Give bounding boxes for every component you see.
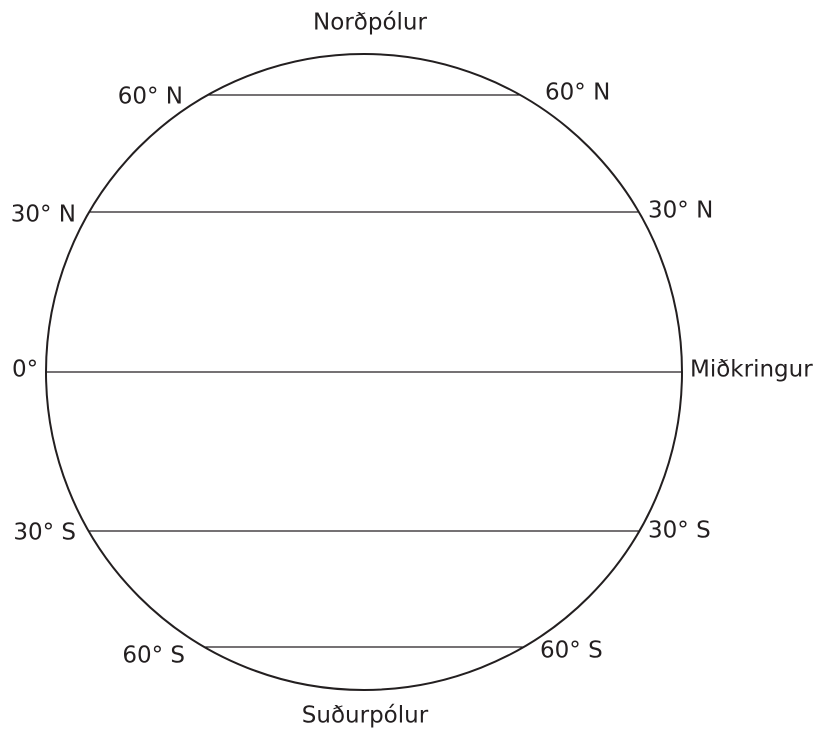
latitude-label: 30° S [648,518,711,544]
latitude-label: 60° N [118,84,183,110]
north-pole-label: Norðpólur [313,10,427,36]
latitude-label: 30° S [13,520,76,546]
latitude-label: 0° [12,357,38,383]
latitude-label: 60° N [545,80,610,106]
latitude-label: 60° S [540,638,603,664]
latitude-label: 30° N [11,202,76,228]
latitude-label: 30° N [648,198,713,224]
equator-label: Miðkringur [690,357,813,383]
south-pole-label: Suðurpólur [302,703,429,729]
latitude-label: 60° S [122,643,185,669]
